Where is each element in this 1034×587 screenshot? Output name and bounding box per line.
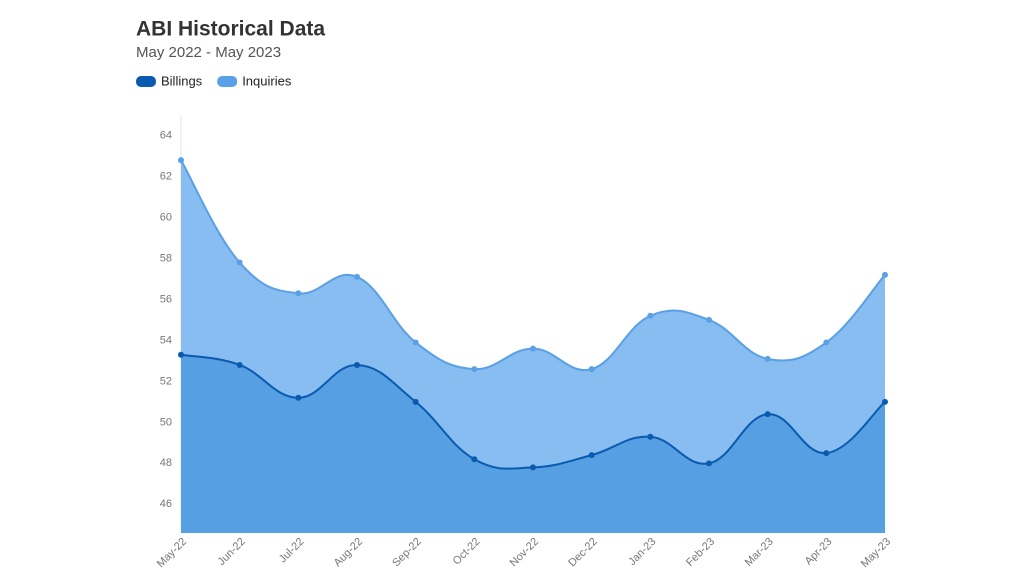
point xyxy=(588,452,595,459)
x-tick-label: May-23 xyxy=(859,536,893,570)
point xyxy=(236,259,243,266)
y-tick-label: 56 xyxy=(160,293,172,305)
point xyxy=(882,398,888,405)
point xyxy=(882,271,888,278)
legend-swatch xyxy=(136,76,156,87)
chart-subtitle: May 2022 - May 2023 xyxy=(136,44,281,61)
point xyxy=(764,355,771,362)
x-tick-label: Aug-22 xyxy=(332,536,366,570)
y-tick-label: 52 xyxy=(160,375,172,387)
point xyxy=(412,339,419,346)
x-tick-label: Jun-22 xyxy=(216,536,248,568)
point xyxy=(647,433,654,440)
y-tick-label: 64 xyxy=(160,129,172,141)
point xyxy=(823,339,830,346)
point xyxy=(471,456,478,463)
x-tick-label: Dec-22 xyxy=(566,536,600,570)
x-tick-label: May-22 xyxy=(155,536,189,570)
y-tick-label: 50 xyxy=(160,416,172,428)
legend-swatch xyxy=(217,76,238,87)
y-tick-label: 48 xyxy=(160,457,172,469)
point xyxy=(706,460,712,467)
point xyxy=(412,398,419,405)
area xyxy=(181,354,885,533)
chart-title: ABI Historical Data xyxy=(136,18,325,41)
point xyxy=(354,361,360,368)
y-tick-label: 62 xyxy=(160,170,172,182)
y-tick-label: 54 xyxy=(160,334,172,346)
legend-label: Inquiries xyxy=(242,73,292,88)
point xyxy=(706,316,712,323)
point xyxy=(530,464,536,471)
x-tick-label: Apr-23 xyxy=(803,536,835,568)
point xyxy=(588,366,595,373)
point xyxy=(295,394,302,401)
point xyxy=(471,366,478,373)
point xyxy=(823,450,830,457)
x-tick-label: Sep-22 xyxy=(390,536,424,570)
point xyxy=(647,312,654,319)
point xyxy=(178,351,184,358)
point xyxy=(764,411,771,418)
x-tick-label: Jan-23 xyxy=(626,536,658,568)
legend-label: Billings xyxy=(161,73,203,88)
x-tick-label: Nov-22 xyxy=(508,536,542,570)
point xyxy=(236,361,243,368)
x-tick-label: Jul-22 xyxy=(277,536,307,566)
point xyxy=(295,290,302,297)
x-tick-label: Oct-22 xyxy=(451,536,483,568)
y-tick-label: 46 xyxy=(160,498,172,510)
point xyxy=(178,157,184,164)
x-tick-label: Mar-23 xyxy=(743,536,776,569)
point xyxy=(530,345,536,352)
y-tick-label: 58 xyxy=(160,252,172,264)
x-tick-label: Feb-23 xyxy=(684,536,717,569)
y-tick-label: 60 xyxy=(160,211,172,223)
point xyxy=(354,273,360,280)
